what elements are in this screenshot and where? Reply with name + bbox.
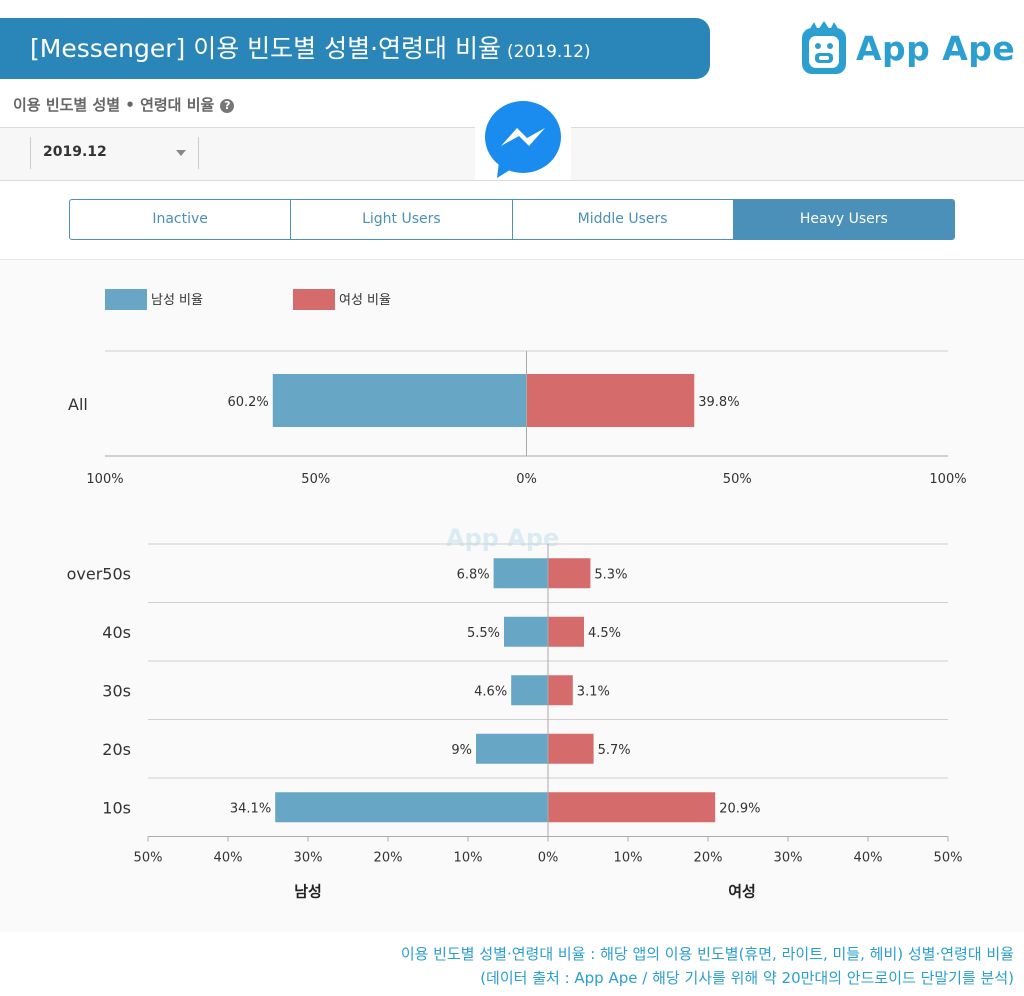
watermark-text: App Ape — [446, 524, 559, 552]
chart2-bar-male — [476, 733, 548, 764]
chart1-bar-male — [272, 374, 527, 427]
chart2-label-female: 5.3% — [594, 567, 627, 582]
chart1-tick-label: 50% — [301, 472, 330, 487]
chart2-category-label: 30s — [102, 681, 131, 700]
date-select-value: 2019.12 — [43, 144, 107, 160]
legend-swatch-female — [293, 289, 335, 310]
chart2-tick-label: 10% — [454, 851, 483, 866]
chart2-bar-male — [493, 558, 548, 589]
chart2-label-female: 4.5% — [588, 626, 621, 641]
title-date: (2019.12) — [507, 42, 591, 62]
usage-frequency-tabs: Inactive Light Users Middle Users Heavy … — [69, 199, 955, 240]
chart2-tick-label: 20% — [694, 851, 723, 866]
page-title: [Messenger] 이용 빈도별 성별·연령대 비율 — [30, 34, 501, 63]
chevron-down-icon — [176, 150, 186, 156]
chart2-tick-label: 0% — [538, 851, 559, 866]
logo-text: App Ape — [856, 28, 1016, 68]
chart1-tick-label: 50% — [723, 472, 752, 487]
chart2-category-label: 10s — [102, 798, 131, 817]
tab-light-users[interactable]: Light Users — [291, 200, 513, 239]
chart2-bar-female — [548, 733, 594, 764]
chart2-label-female: 3.1% — [577, 684, 610, 699]
help-icon[interactable]: ? — [220, 99, 235, 113]
chart2-category-label: 40s — [102, 623, 131, 642]
chart2-tick-label: 50% — [134, 851, 163, 866]
footer-line-1: 이용 빈도별 성별·연령대 비율 : 해당 앱의 이용 빈도별(휴면, 라이트,… — [400, 945, 1014, 963]
chart2-label-female: 20.9% — [719, 801, 760, 816]
footer-line-2: (데이터 출처 : App Ape / 해당 기사를 위해 약 20만대의 안드… — [480, 969, 1014, 987]
chart2-tick-label: 20% — [374, 851, 403, 866]
chart2-category-label: 20s — [102, 740, 131, 759]
chart1-label-female: 39.8% — [698, 395, 739, 410]
date-select[interactable]: 2019.12 — [30, 137, 199, 169]
subtitle-text: 이용 빈도별 성별 • 연령대 비율 — [13, 96, 215, 114]
chart2-label-male: 34.1% — [230, 801, 271, 816]
chart2-tick-label: 30% — [774, 851, 803, 866]
chart1-tick-label: 100% — [929, 472, 966, 487]
chart2-bar-male — [275, 792, 548, 823]
messenger-app-icon — [475, 100, 571, 180]
chart2-tick-label: 50% — [934, 851, 963, 866]
tab-heavy-users[interactable]: Heavy Users — [733, 200, 954, 239]
chart2-bar-male — [511, 675, 548, 706]
chart2-bar-male — [504, 616, 548, 647]
tab-inactive[interactable]: Inactive — [70, 200, 292, 239]
chart1-tick-label: 0% — [516, 472, 537, 487]
chart2-label-male: 6.8% — [457, 567, 490, 582]
chart2-label-male: 5.5% — [467, 626, 500, 641]
chart-area: 남성 비율 여성 비율 60.2% 39.8% All 100% 50% 0% 50% 100% A… — [0, 259, 1024, 932]
legend-swatch-male — [105, 289, 147, 310]
chart2-label-male: 9% — [451, 743, 472, 758]
chart1-category-label: All — [68, 395, 88, 414]
ape-face-icon — [802, 21, 846, 74]
chart2-xlabel-female: 여성 — [728, 883, 756, 901]
title-banner: [Messenger] 이용 빈도별 성별·연령대 비율 (2019.12) — [0, 18, 710, 79]
section-subtitle: 이용 빈도별 성별 • 연령대 비율? — [13, 94, 235, 115]
chart2-tick-label: 30% — [294, 851, 323, 866]
chart2-tick-label: 40% — [214, 851, 243, 866]
footer-note: 이용 빈도별 성별·연령대 비율 : 해당 앱의 이용 빈도별(휴면, 라이트,… — [401, 942, 1014, 990]
gender-age-chart: 남성 비율 여성 비율 60.2% 39.8% All 100% 50% 0% 50% 100% A… — [67, 289, 967, 901]
chart2-tick-label: 40% — [854, 851, 883, 866]
chart1-tick-label: 100% — [86, 472, 123, 487]
app-ape-logo: App Ape — [800, 20, 1015, 76]
chart1-label-male: 60.2% — [227, 395, 268, 410]
chart2-category-label: over50s — [67, 564, 131, 583]
chart2-bar-female — [548, 616, 584, 647]
chart2-label-male: 4.6% — [474, 684, 507, 699]
chart2-label-female: 5.7% — [598, 743, 631, 758]
chart2-bar-female — [548, 558, 591, 589]
tab-middle-users[interactable]: Middle Users — [513, 200, 734, 239]
chart2-bar-female — [548, 792, 716, 823]
chart2-bar-female — [548, 675, 573, 706]
chart2-tick-label: 10% — [614, 851, 643, 866]
legend-label-female: 여성 비율 — [339, 293, 391, 308]
chart1-bar-female — [526, 374, 695, 427]
chart2-xlabel-male: 남성 — [294, 883, 322, 901]
legend-label-male: 남성 비율 — [151, 293, 203, 308]
